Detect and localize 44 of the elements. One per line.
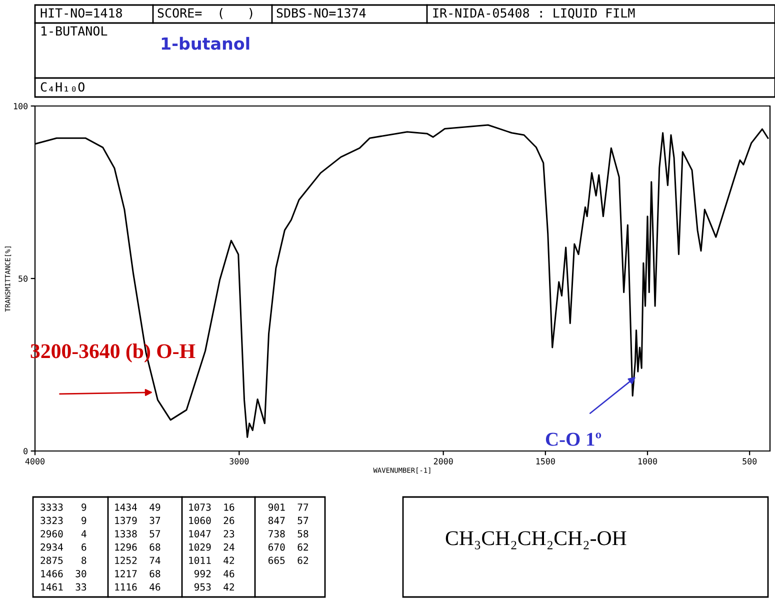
text: 992 46 bbox=[194, 570, 234, 578]
text: 1296 68 bbox=[115, 543, 160, 551]
text: 665 62 bbox=[268, 556, 308, 564]
text: 847 57 bbox=[268, 516, 308, 524]
text: 3333 9 bbox=[40, 503, 86, 511]
x-tick-label: 1500 bbox=[536, 458, 555, 464]
y-tick-label: 0 bbox=[24, 448, 28, 454]
text: 1-BUTANOL bbox=[42, 26, 108, 36]
text: C₄H₁₀O bbox=[40, 82, 84, 92]
annotation: C-O 1º bbox=[546, 432, 602, 446]
text: 1116 46 bbox=[115, 583, 160, 591]
text: 901 77 bbox=[268, 503, 308, 511]
x-tick-label: 4000 bbox=[25, 458, 44, 464]
text: 1461 33 bbox=[41, 583, 86, 591]
x-tick-label: 500 bbox=[742, 458, 757, 464]
text: IR-NIDA-05408 : LIQUID FILM bbox=[433, 8, 635, 20]
text: 1217 68 bbox=[115, 570, 160, 578]
chart-title: 1-butanol bbox=[162, 36, 250, 50]
text: 1029 24 bbox=[189, 543, 234, 551]
text: CH₃CH₂CH₂CH₂-OH bbox=[446, 531, 626, 550]
text: 1338 57 bbox=[115, 530, 160, 538]
text: 2875 8 bbox=[40, 556, 86, 564]
x-tick-label: 3000 bbox=[230, 458, 249, 464]
text: SCORE= ( ) bbox=[158, 8, 252, 20]
text: 738 58 bbox=[268, 530, 308, 538]
x-tick-label: 1000 bbox=[638, 458, 657, 464]
text: 1060 26 bbox=[189, 516, 234, 524]
text: 1466 30 bbox=[41, 570, 86, 578]
text: 1011 42 bbox=[189, 556, 234, 564]
x-tick-label: 2000 bbox=[434, 458, 453, 464]
text: 1379 37 bbox=[115, 516, 160, 524]
text: HIT-NO=1418 bbox=[40, 8, 122, 18]
text: 2960 4 bbox=[40, 530, 86, 538]
text: 2934 6 bbox=[40, 543, 86, 551]
text: 670 62 bbox=[268, 543, 308, 551]
text: 1073 16 bbox=[189, 503, 234, 511]
text: SDBS-NO=1374 bbox=[276, 8, 366, 18]
y-tick-label: 100 bbox=[14, 103, 28, 110]
y-tick-label: 50 bbox=[18, 276, 28, 282]
text: 1434 49 bbox=[115, 503, 160, 511]
text: 1252 74 bbox=[115, 556, 160, 564]
text: 1047 23 bbox=[189, 530, 234, 538]
text: 3323 9 bbox=[40, 516, 86, 524]
text: 953 42 bbox=[194, 583, 234, 591]
